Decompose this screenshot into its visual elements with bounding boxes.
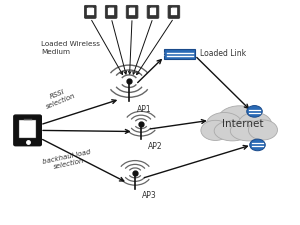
Text: backhaul load
selection: backhaul load selection — [43, 149, 93, 172]
FancyBboxPatch shape — [105, 5, 117, 18]
FancyBboxPatch shape — [14, 115, 41, 146]
FancyBboxPatch shape — [108, 8, 115, 15]
FancyBboxPatch shape — [85, 5, 96, 18]
Ellipse shape — [218, 106, 262, 135]
Ellipse shape — [248, 120, 278, 140]
Text: AP3: AP3 — [142, 191, 156, 200]
FancyBboxPatch shape — [150, 8, 156, 15]
FancyBboxPatch shape — [87, 8, 94, 15]
Ellipse shape — [230, 121, 267, 141]
Ellipse shape — [206, 112, 242, 137]
FancyBboxPatch shape — [147, 5, 159, 18]
Text: Loaded Wireless
Medium: Loaded Wireless Medium — [41, 41, 100, 55]
Circle shape — [250, 139, 265, 151]
FancyBboxPatch shape — [126, 5, 138, 18]
Text: AP2: AP2 — [148, 142, 162, 151]
Ellipse shape — [201, 120, 230, 140]
Ellipse shape — [238, 112, 272, 137]
Text: AP1: AP1 — [137, 105, 152, 114]
FancyBboxPatch shape — [164, 50, 195, 59]
Text: RSSI
selection: RSSI selection — [42, 86, 76, 110]
FancyBboxPatch shape — [168, 5, 180, 18]
FancyBboxPatch shape — [19, 120, 37, 138]
Ellipse shape — [214, 121, 250, 141]
Circle shape — [247, 106, 262, 117]
FancyBboxPatch shape — [129, 8, 135, 15]
FancyBboxPatch shape — [171, 8, 177, 15]
Text: Internet: Internet — [222, 119, 263, 129]
Text: Loaded Link: Loaded Link — [200, 49, 246, 58]
